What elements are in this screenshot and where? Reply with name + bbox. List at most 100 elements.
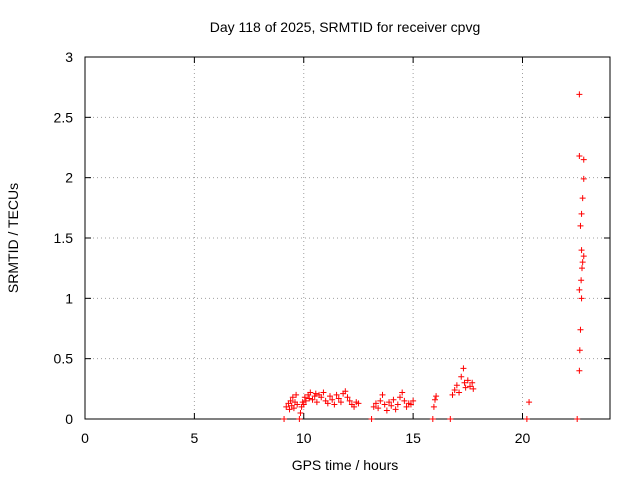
data-point [307,389,314,396]
data-point [297,409,304,416]
data-point [368,416,375,422]
data-point [578,247,585,254]
x-tick-label: 20 [515,430,531,446]
data-point [286,406,293,413]
data-point [355,400,362,407]
y-tick-label: 1 [65,290,73,306]
data-point [287,397,294,404]
y-tick-label: 1.5 [54,230,74,246]
data-point [381,401,388,408]
data-point [283,403,290,410]
data-point [351,403,358,410]
axis-ticks: 0 5 10 15 20 0 0.5 1 1.5 2 2.5 3 [54,49,610,446]
data-point [578,277,585,284]
data-point [318,394,325,401]
data-point [370,403,377,410]
data-point [576,347,583,354]
data-point [372,400,379,407]
data-point [296,416,303,422]
data-point [460,365,467,372]
data-point [432,396,438,403]
chart-title: Day 118 of 2025, SRMTID for receiver cpv… [210,19,481,35]
data-point [433,393,440,400]
y-tick-label: 0.5 [54,351,74,367]
data-point [447,416,454,422]
data-point [312,390,319,397]
data-point [470,385,477,392]
data-point [577,326,584,333]
data-point [301,394,308,401]
data-point [407,401,414,408]
data-point [331,401,338,408]
data-point [397,394,403,401]
data-point [576,367,583,374]
data-point [451,387,458,394]
y-tick-label: 0 [65,411,73,427]
data-point [462,384,469,391]
data-point [289,394,296,401]
data-point [333,391,340,398]
data-point [576,91,583,98]
x-tick-label: 0 [81,430,89,446]
data-point [464,377,471,384]
data-point [290,405,297,412]
data-point [320,389,327,396]
data-point [578,295,585,302]
data-point [337,399,344,406]
data-point [388,402,395,409]
data-point [342,388,349,395]
data-point [576,286,583,293]
data-point [403,403,410,410]
data-point [576,152,583,159]
data-point [430,403,437,410]
data-point [313,399,320,406]
data-point [392,406,399,413]
data-point [300,401,307,408]
data-point [379,391,386,398]
data-point [324,400,331,407]
data-point [580,156,587,163]
data-point [578,210,585,217]
data-point [377,397,384,404]
data-point [574,416,581,422]
y-axis-label: SRMTID / TECUs [5,183,21,293]
data-point [346,397,353,404]
data-point [467,383,473,390]
data-point [579,195,586,202]
data-point [309,396,316,403]
data-point [580,175,587,182]
x-tick-label: 10 [296,430,312,446]
data-point [577,222,584,229]
data-point [302,397,309,404]
data-point [401,397,408,404]
data-point [294,401,301,408]
data-point [449,391,456,398]
data-point [327,393,333,400]
data-point [386,399,393,406]
data-point [469,379,476,386]
data-point [344,394,351,401]
data-point [335,395,342,402]
y-tick-label: 2.5 [54,109,74,125]
data-point [580,253,587,260]
data-point [281,416,288,422]
data-point [526,399,533,406]
data-point [579,265,585,272]
data-point [429,416,436,422]
data-point [453,382,460,389]
data-point [523,416,530,422]
data-point [461,379,468,386]
data-point [383,407,390,414]
data-point [306,395,313,402]
plot-frame [84,56,611,420]
data-point [390,396,397,403]
y-tick-label: 2 [65,170,73,186]
data-point [329,396,336,403]
data-points [281,91,587,422]
grid-lines [85,57,610,419]
data-point [394,401,401,408]
data-point [410,397,417,404]
x-tick-label: 5 [190,430,198,446]
x-tick-label: 15 [405,430,421,446]
